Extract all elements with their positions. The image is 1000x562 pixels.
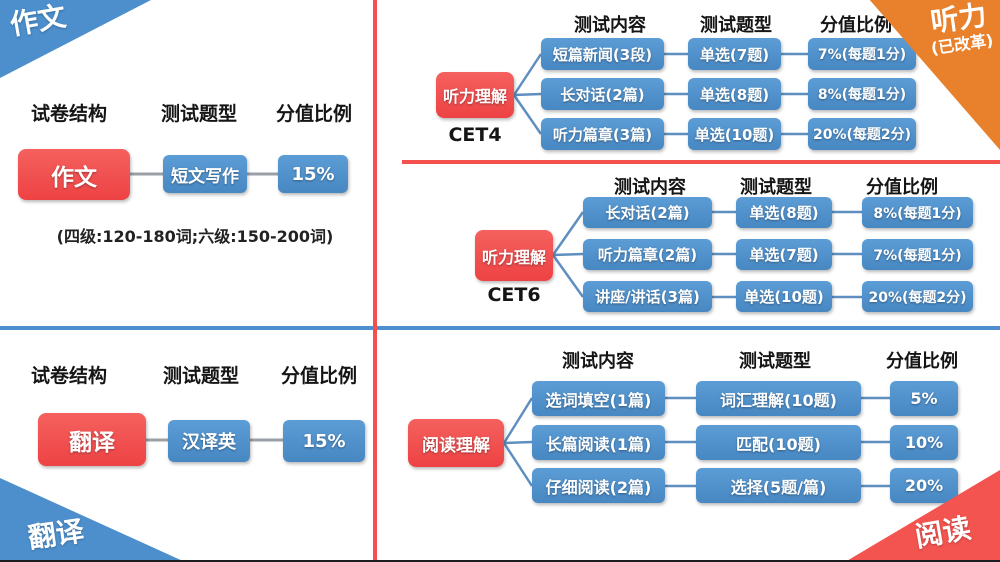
cet6-header-content: 测试内容	[614, 177, 686, 198]
reading-content-box: 选词填空(1篇)	[532, 381, 665, 416]
cet6-type-box: 单选(10题)	[736, 281, 832, 312]
cet6-content-box: 听力篇章(2篇)	[583, 239, 712, 270]
cet4-header-score: 分值比例	[820, 15, 892, 36]
cet6-content-box: 讲座/讲话(3篇)	[583, 281, 712, 312]
cet6-type-box: 单选(7题)	[736, 239, 832, 270]
reading-header-content: 测试内容	[562, 351, 634, 372]
cet4-type-box: 单选(7题)	[688, 38, 781, 70]
cet4-type-box: 单选(10题)	[688, 118, 781, 150]
cet4-score-box: 7%(每题1分)	[808, 38, 916, 70]
corner-writing-label: 作文	[7, 0, 69, 42]
cet4-content-box: 短篇新闻(3段)	[541, 38, 664, 70]
reading-score-box: 5%	[890, 381, 958, 416]
cet4-root-box: 听力理解	[436, 72, 514, 118]
bottom-border-line	[0, 560, 1000, 562]
corner-reading-label: 阅读	[912, 511, 974, 554]
writing-header-structure: 试卷结构	[30, 103, 107, 125]
divider-horizontal-red	[402, 160, 1000, 164]
writing-word-count-note: (四级:120-180词;六级:150-200词)	[56, 227, 334, 246]
translation-type-box: 汉译英	[168, 420, 250, 462]
divider-vertical-red	[373, 0, 377, 562]
cet4-header-content: 测试内容	[574, 15, 646, 36]
reading-type-box: 匹配(10题)	[696, 425, 861, 460]
translation-structure-box: 翻译	[38, 413, 146, 466]
cet4-score-box: 20%(每题2分)	[808, 118, 916, 150]
cet6-score-box: 7%(每题1分)	[862, 239, 973, 270]
blue-connectors	[502, 52, 890, 488]
reading-type-box: 词汇理解(10题)	[696, 381, 861, 416]
reading-header-score: 分值比例	[886, 351, 958, 372]
writing-header-type: 测试题型	[160, 103, 237, 125]
translation-header-score: 分值比例	[280, 365, 357, 387]
divider-horizontal-blue	[0, 326, 1000, 330]
cet4-header-type: 测试题型	[700, 15, 772, 36]
reading-header-type: 测试题型	[739, 351, 811, 372]
cet4-content-box: 长对话(2篇)	[541, 78, 664, 110]
cet6-level-label: CET6	[487, 284, 541, 306]
cet6-score-box: 8%(每题1分)	[862, 197, 973, 228]
cet6-header-type: 测试题型	[740, 177, 812, 198]
cet4-content-box: 听力篇章(3篇)	[541, 118, 664, 150]
writing-header-score: 分值比例	[275, 103, 352, 125]
reading-type-box: 选择(5题/篇)	[696, 468, 861, 503]
writing-type-box: 短文写作	[163, 155, 247, 193]
writing-score-box: 15%	[278, 155, 348, 193]
cet4-type-box: 单选(8题)	[688, 78, 781, 110]
reading-root-box: 阅读理解	[408, 419, 504, 467]
cet6-header-score: 分值比例	[866, 177, 938, 198]
translation-header-type: 测试题型	[162, 365, 239, 387]
cet6-root-box: 听力理解	[475, 230, 553, 281]
reading-content-box: 仔细阅读(2篇)	[532, 468, 665, 503]
reading-content-box: 长篇阅读(1篇)	[532, 425, 665, 460]
reading-score-box: 20%	[890, 468, 958, 503]
corner-translation-label: 翻译	[25, 514, 87, 555]
corner-listening-text: 听力 (已改革)	[919, 0, 1000, 59]
cet6-type-box: 单选(8题)	[736, 197, 832, 228]
translation-score-box: 15%	[283, 420, 365, 462]
writing-structure-box: 作文	[18, 149, 130, 200]
cet4-level-label: CET4	[448, 124, 502, 146]
reading-score-box: 10%	[890, 425, 958, 460]
gray-connectors	[130, 172, 283, 442]
cet6-content-box: 长对话(2篇)	[583, 197, 712, 228]
translation-header-structure: 试卷结构	[30, 365, 107, 387]
cet4-score-box: 8%(每题1分)	[808, 78, 916, 110]
cet6-score-box: 20%(每题2分)	[862, 281, 973, 312]
